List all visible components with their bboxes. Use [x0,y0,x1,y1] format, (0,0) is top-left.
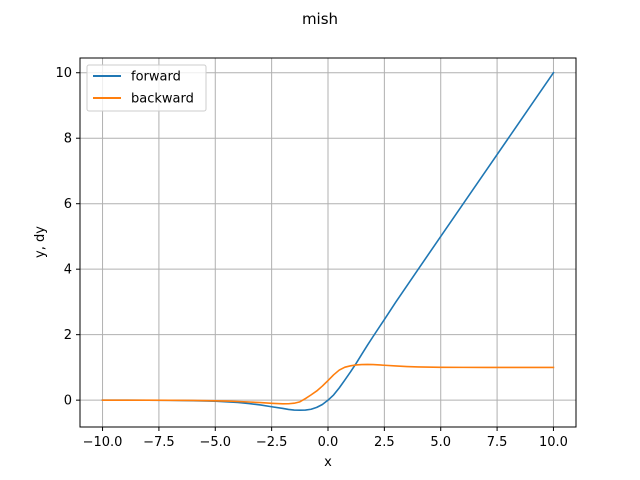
x-axis-ticks: −10.0 −7.5 −5.0 −2.5 0.0 2.5 5.0 7.5 10.0 [83,427,568,450]
y-tick-label: 4 [64,263,72,278]
series-lines [101,71,555,411]
x-tick-label: 2.5 [374,435,395,450]
legend-label-backward: backward [131,92,194,107]
x-tick-label: −5.0 [199,435,231,450]
x-tick-label: 5.0 [430,435,451,450]
x-axis-label: x [324,455,332,470]
y-tick-label: 0 [64,394,72,409]
legend: forward backward [86,64,207,112]
y-axis-label: y, dy [33,226,48,258]
x-tick-label: −10.0 [83,435,123,450]
x-tick-label: 7.5 [487,435,508,450]
series-line-backward [101,363,555,405]
x-tick-label: 0.0 [318,435,339,450]
y-tick-label: 10 [55,66,72,81]
grid [80,58,576,427]
x-tick-label: −7.5 [143,435,175,450]
x-tick-label: 10.0 [539,435,568,450]
y-axis-ticks: 0 2 4 6 8 10 [55,66,80,409]
chart-title: mish [302,10,338,28]
y-tick-label: 2 [64,328,72,343]
legend-label-forward: forward [131,70,181,85]
plot-area: −10.0 −7.5 −5.0 −2.5 0.0 2.5 5.0 7.5 10.0 0 2 4 6 8 1… [55,57,577,450]
y-tick-label: 8 [64,132,72,147]
x-tick-label: −2.5 [256,435,288,450]
y-tick-label: 6 [64,197,72,212]
